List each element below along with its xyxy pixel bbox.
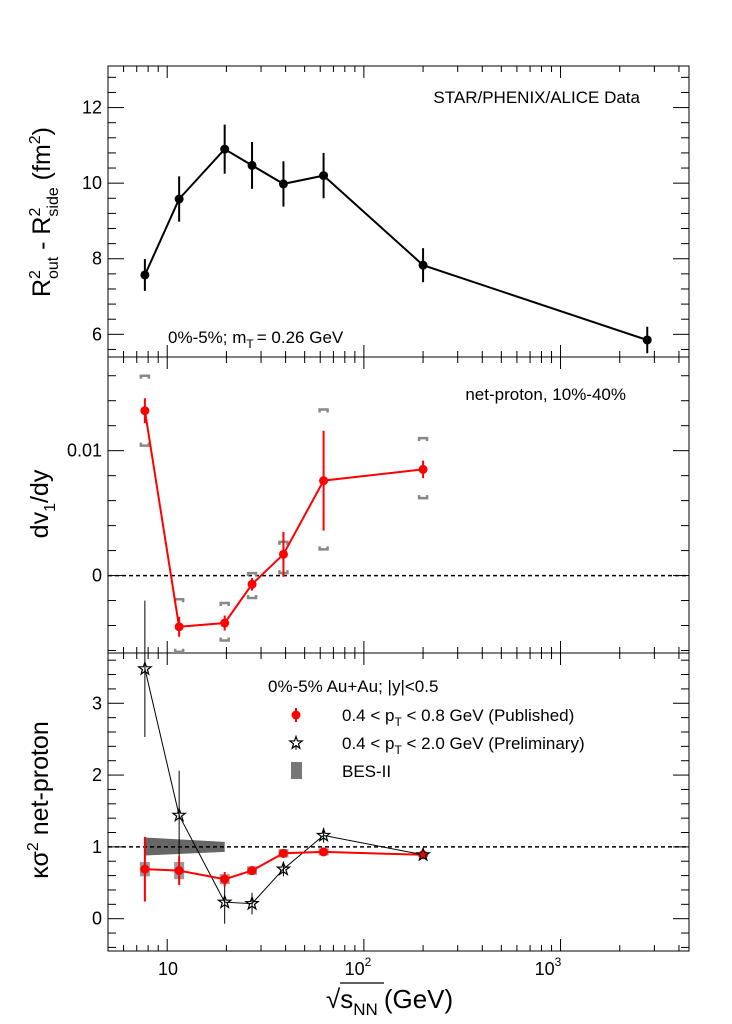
top-data-point bbox=[247, 160, 257, 170]
top-data-point bbox=[220, 144, 230, 154]
middle-sys-bracket bbox=[417, 495, 429, 500]
top-series-line bbox=[143, 147, 648, 341]
middle-series bbox=[108, 374, 689, 654]
middle-data-point bbox=[220, 618, 230, 628]
top-data-point bbox=[642, 335, 652, 345]
x-tick-label-100: 102 bbox=[345, 955, 372, 979]
middle-data-point bbox=[278, 549, 288, 559]
preliminary-data-point bbox=[136, 660, 153, 676]
panel-top: STAR/PHENIX/ALICE Data 0%-5%; mT = 0.26 G… bbox=[27, 88, 652, 354]
middle-sys-bracket bbox=[139, 374, 151, 379]
middle-sys-bracket bbox=[139, 442, 151, 447]
published-data-point bbox=[140, 864, 150, 874]
middle-sys-bracket bbox=[246, 595, 258, 600]
y-tick-label: 12 bbox=[82, 98, 102, 118]
top-data-point bbox=[174, 194, 184, 204]
middle-data-point bbox=[247, 579, 257, 589]
x-axis-label: √sNN (GeV) bbox=[326, 984, 453, 1019]
preliminary-data-point bbox=[275, 860, 292, 876]
top-series bbox=[140, 124, 652, 354]
middle-sys-bracket bbox=[417, 436, 429, 442]
x-tick-label-1000: 103 bbox=[535, 955, 562, 979]
y-tick-label: 1 bbox=[92, 837, 102, 857]
middle-sys-bracket bbox=[219, 601, 230, 607]
legend-title: 0%-5% Au+Au; |y|<0.5 bbox=[268, 677, 438, 696]
legend: 0.4 < pT < 0.8 GeV (Published) 0.4 < pT … bbox=[288, 706, 585, 781]
top-data-point bbox=[140, 270, 150, 280]
y-tick-label: 6 bbox=[92, 324, 102, 344]
bes2-band bbox=[144, 837, 225, 856]
published-data-point bbox=[174, 866, 184, 876]
preliminary-data-point bbox=[415, 846, 432, 862]
middle-data-point bbox=[319, 476, 329, 486]
legend-published-marker bbox=[291, 710, 301, 720]
panel-bottom-frame bbox=[107, 652, 690, 952]
middle-data-point bbox=[140, 406, 150, 416]
published-data-point bbox=[247, 866, 257, 876]
x-tick-label-10: 10 bbox=[158, 959, 178, 979]
middle-sys-bracket bbox=[246, 571, 258, 577]
y-tick-label: 2 bbox=[92, 765, 102, 785]
middle-y-axis-label: dv1/dy bbox=[26, 469, 59, 538]
x-axis: 10 102 103 √sNN (GeV) bbox=[158, 955, 562, 1019]
top-label: 0%-5%; mT = 0.26 GeV bbox=[168, 328, 344, 351]
middle-sys-bracket bbox=[318, 546, 329, 551]
published-data-point bbox=[319, 847, 329, 857]
preliminary-data-point bbox=[216, 893, 233, 909]
panel-bottom: 0%-5% Au+Au; |y|<0.5 0.4 < pT < 0.8 GeV … bbox=[25, 600, 689, 924]
y-tick-label: 10 bbox=[82, 173, 102, 193]
bottom-series bbox=[108, 600, 689, 924]
preliminary-data-point bbox=[315, 827, 332, 843]
middle-sys-bracket bbox=[318, 408, 329, 413]
legend-preliminary-label: 0.4 < pT < 2.0 GeV (Preliminary) bbox=[342, 734, 585, 757]
panel-middle: net-proton, 10%-40% dv1/dy bbox=[26, 374, 689, 654]
legend-published-label: 0.4 < pT < 0.8 GeV (Published) bbox=[342, 706, 574, 729]
legend-bes2-marker bbox=[291, 762, 302, 779]
y-tick-label: 8 bbox=[92, 249, 102, 269]
middle-data-point bbox=[174, 622, 184, 632]
top-data-point bbox=[319, 171, 329, 181]
top-annotation: STAR/PHENIX/ALICE Data bbox=[433, 88, 640, 107]
y-tick-label: 0 bbox=[92, 909, 102, 929]
middle-sys-bracket bbox=[173, 648, 185, 654]
y-tick-label: 0.01 bbox=[67, 441, 102, 461]
preliminary-data-point bbox=[244, 895, 260, 911]
legend-bes2-label: BES-II bbox=[342, 762, 391, 781]
middle-annotation: net-proton, 10%-40% bbox=[465, 385, 626, 404]
legend-star-shape bbox=[288, 734, 304, 750]
legend-preliminary-marker bbox=[288, 734, 304, 750]
middle-data-point bbox=[418, 464, 428, 474]
middle-sys-bracket bbox=[219, 637, 230, 642]
preliminary-data-point bbox=[171, 806, 188, 822]
published-data-point bbox=[220, 874, 230, 884]
y-tick-label: 3 bbox=[92, 693, 102, 713]
top-y-axis-label: R2out - R2side (fm2) bbox=[27, 127, 62, 297]
published-data-point bbox=[278, 848, 288, 858]
bottom-y-axis-label: κσ2 net-proton bbox=[25, 721, 54, 878]
top-data-point bbox=[278, 179, 288, 189]
y-tick-label: 0 bbox=[92, 566, 102, 586]
top-data-point bbox=[418, 260, 428, 270]
